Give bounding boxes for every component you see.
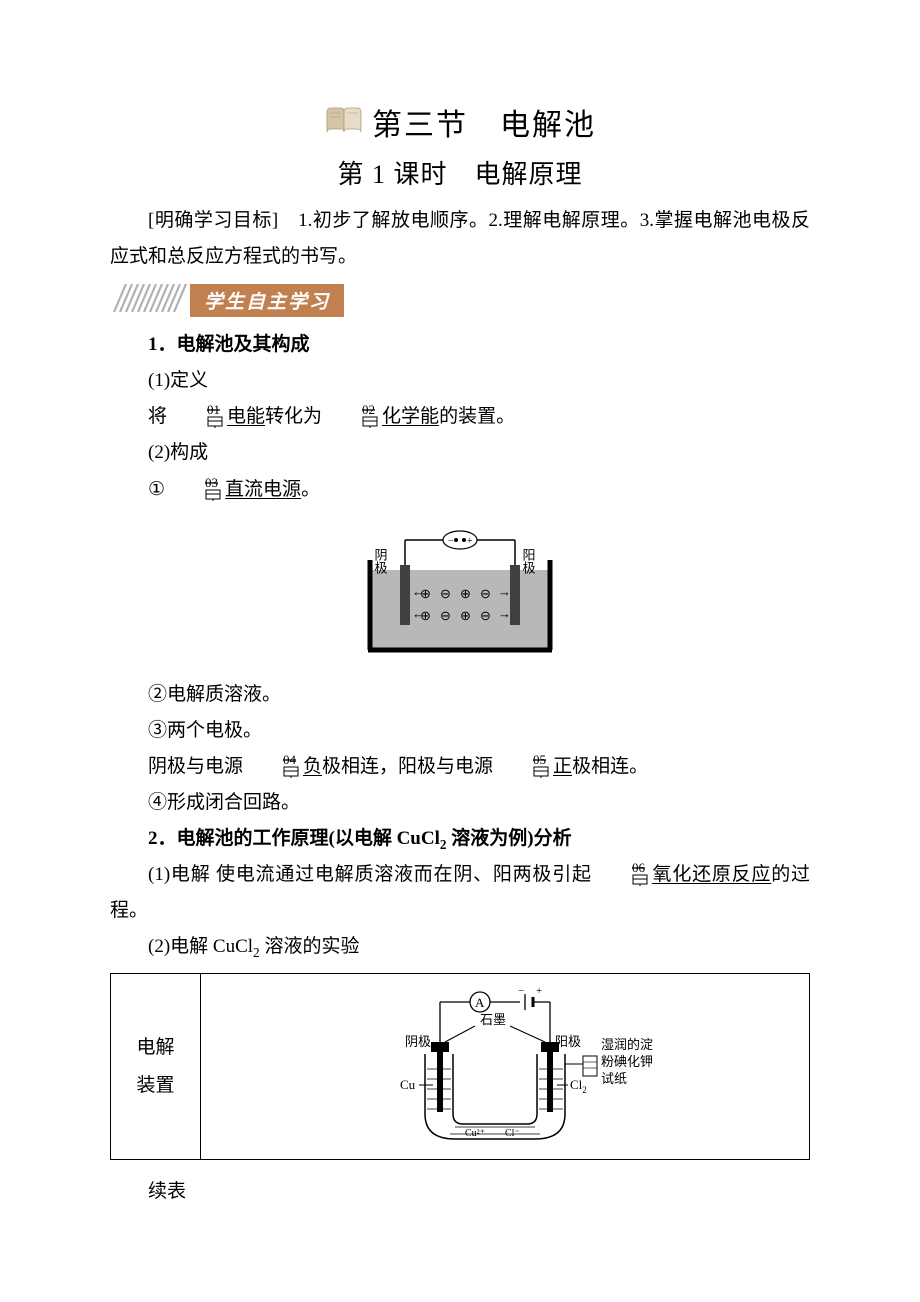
electrolysis-cell-diagram: − + 阴极 阳极 ⊕⊖⊕⊖ ⊕⊖⊕⊖ ←→ ←→: [110, 520, 810, 665]
svg-text:石墨: 石墨: [480, 1012, 506, 1027]
svg-text:←: ←: [412, 584, 425, 599]
def-end: 的装置。: [439, 406, 515, 427]
svg-text:⊖: ⊖: [480, 608, 491, 623]
blank05-ans: 正: [553, 756, 572, 777]
section1-heading: 1．电解池及其构成: [110, 327, 810, 363]
objectives: [明确学习目标] 1.初步了解放电顺序。2.理解电解原理。3.掌握电解池电极反应…: [110, 203, 810, 275]
svg-text:阴极: 阴极: [373, 548, 388, 574]
lesson-title: 第 1 课时 电解原理: [110, 154, 810, 191]
sub1-pre: ①: [148, 479, 165, 500]
svg-text:+: +: [467, 536, 473, 547]
table-left-l2: 装置: [136, 1067, 174, 1105]
blank01-ans: 电能: [227, 406, 265, 427]
def-pre: 将: [148, 406, 167, 427]
svg-text:05: 05: [533, 752, 546, 767]
svg-text:A: A: [475, 995, 485, 1010]
section2-item2: (2)电解 CuCl2 溶液的实验: [110, 929, 810, 965]
section2-heading: 2．电解池的工作原理(以电解 CuCl2 溶液为例)分析: [110, 821, 810, 857]
experiment-table: 电解 装置 A − + 石墨 阴极 阳极: [110, 973, 810, 1160]
table-left-l1: 电解: [136, 1029, 174, 1067]
blank02-ans: 化学能: [382, 406, 439, 427]
blank-02: 02: [322, 399, 382, 435]
svg-text:Cl⁻: Cl⁻: [505, 1128, 520, 1139]
svg-text:阴极: 阴极: [405, 1034, 431, 1049]
s2i2-pre: (2)电解 CuCl: [148, 936, 253, 957]
section1-sub2: ②电解质溶液。: [110, 677, 810, 713]
s2h-post: 溶液为例)分析: [447, 828, 572, 849]
blank-06: 06: [592, 857, 652, 893]
section1-sub3: ③两个电极。: [110, 713, 810, 749]
blank-01: 01: [167, 399, 227, 435]
blank06-ans: 氧化还原反应: [652, 864, 771, 885]
section2-item1: (1)电解 使电流通过电解质溶液而在阴、阳两极引起06氧化还原反应的过程。: [110, 857, 810, 929]
book-icon: [324, 102, 372, 142]
svg-text:Cu: Cu: [400, 1077, 416, 1092]
def-mid: 转化为: [265, 406, 322, 427]
banner-text: 学生自主学习: [190, 284, 344, 317]
svg-text:⊖: ⊖: [440, 608, 451, 623]
svg-text:⊕: ⊕: [460, 608, 471, 623]
svg-text:−: −: [448, 536, 454, 547]
s2i2-post: 溶液的实验: [260, 936, 360, 957]
blank-05: 05: [493, 749, 553, 785]
objectives-label: [明确学习目标]: [148, 210, 278, 231]
blank03-ans: 直流电源: [225, 479, 301, 500]
section1-sub4: ④形成闭合回路。: [110, 785, 810, 821]
svg-text:←: ←: [412, 606, 425, 621]
section1-item1-label: (1)定义: [110, 363, 810, 399]
svg-text:湿润的淀: 湿润的淀: [601, 1037, 653, 1052]
section1-sub1: ① 03 直流电源。: [110, 472, 810, 508]
sub3l2-pre: 阴极与电源: [148, 756, 243, 777]
table-left-cell: 电解 装置: [111, 974, 201, 1159]
svg-text:⊖: ⊖: [480, 586, 491, 601]
self-study-banner: 学生自主学习: [110, 285, 810, 315]
s2h-pre: 2．电解池的工作原理(以电解 CuCl: [148, 828, 440, 849]
table-right-cell: A − + 石墨 阴极 阳极: [201, 974, 809, 1159]
blank04-ans: 负: [303, 756, 322, 777]
svg-text:粉碘化钾: 粉碘化钾: [601, 1054, 653, 1069]
svg-text:03: 03: [205, 475, 218, 490]
svg-text:−: −: [518, 985, 524, 997]
section-header: 第三节 电解池: [110, 100, 810, 144]
s2i2-sub: 2: [253, 945, 260, 960]
section1-sub3-line2: 阴极与电源 04 负极相连，阳极与电源 05 正极相连。: [110, 749, 810, 785]
svg-text:阳极: 阳极: [521, 548, 536, 574]
s2i1-pre: (1)电解 使电流通过电解质溶液而在阴、阳两极引起: [148, 864, 592, 885]
svg-text:→: →: [498, 584, 511, 599]
s2h-sub: 2: [440, 837, 447, 852]
svg-text:Cu²⁺: Cu²⁺: [465, 1128, 485, 1139]
blank-04: 04: [243, 749, 303, 785]
svg-text:02: 02: [362, 402, 375, 417]
cucl2-apparatus-diagram: A − + 石墨 阴极 阳极: [345, 984, 665, 1149]
svg-text:⊕: ⊕: [460, 586, 471, 601]
svg-text:试纸: 试纸: [601, 1071, 627, 1086]
svg-text:01: 01: [207, 402, 220, 417]
continue-label: 续表: [110, 1174, 810, 1210]
section1-definition: 将 01 电能转化为 02 化学能的装置。: [110, 399, 810, 435]
blank-03: 03: [165, 472, 225, 508]
section-title: 第三节 电解池: [372, 100, 596, 144]
svg-text:04: 04: [283, 752, 297, 767]
sub1-end: 。: [301, 479, 320, 500]
svg-text:→: →: [498, 606, 511, 621]
svg-text:Cl2: Cl2: [570, 1077, 587, 1095]
sub3l2-mid: 极相连，阳极与电源: [322, 756, 493, 777]
stripes-icon: [110, 284, 190, 317]
svg-text:06: 06: [632, 860, 646, 875]
svg-text:⊖: ⊖: [440, 586, 451, 601]
section1-item2-label: (2)构成: [110, 435, 810, 471]
svg-text:+: +: [536, 985, 542, 997]
sub3l2-end: 极相连。: [572, 756, 648, 777]
